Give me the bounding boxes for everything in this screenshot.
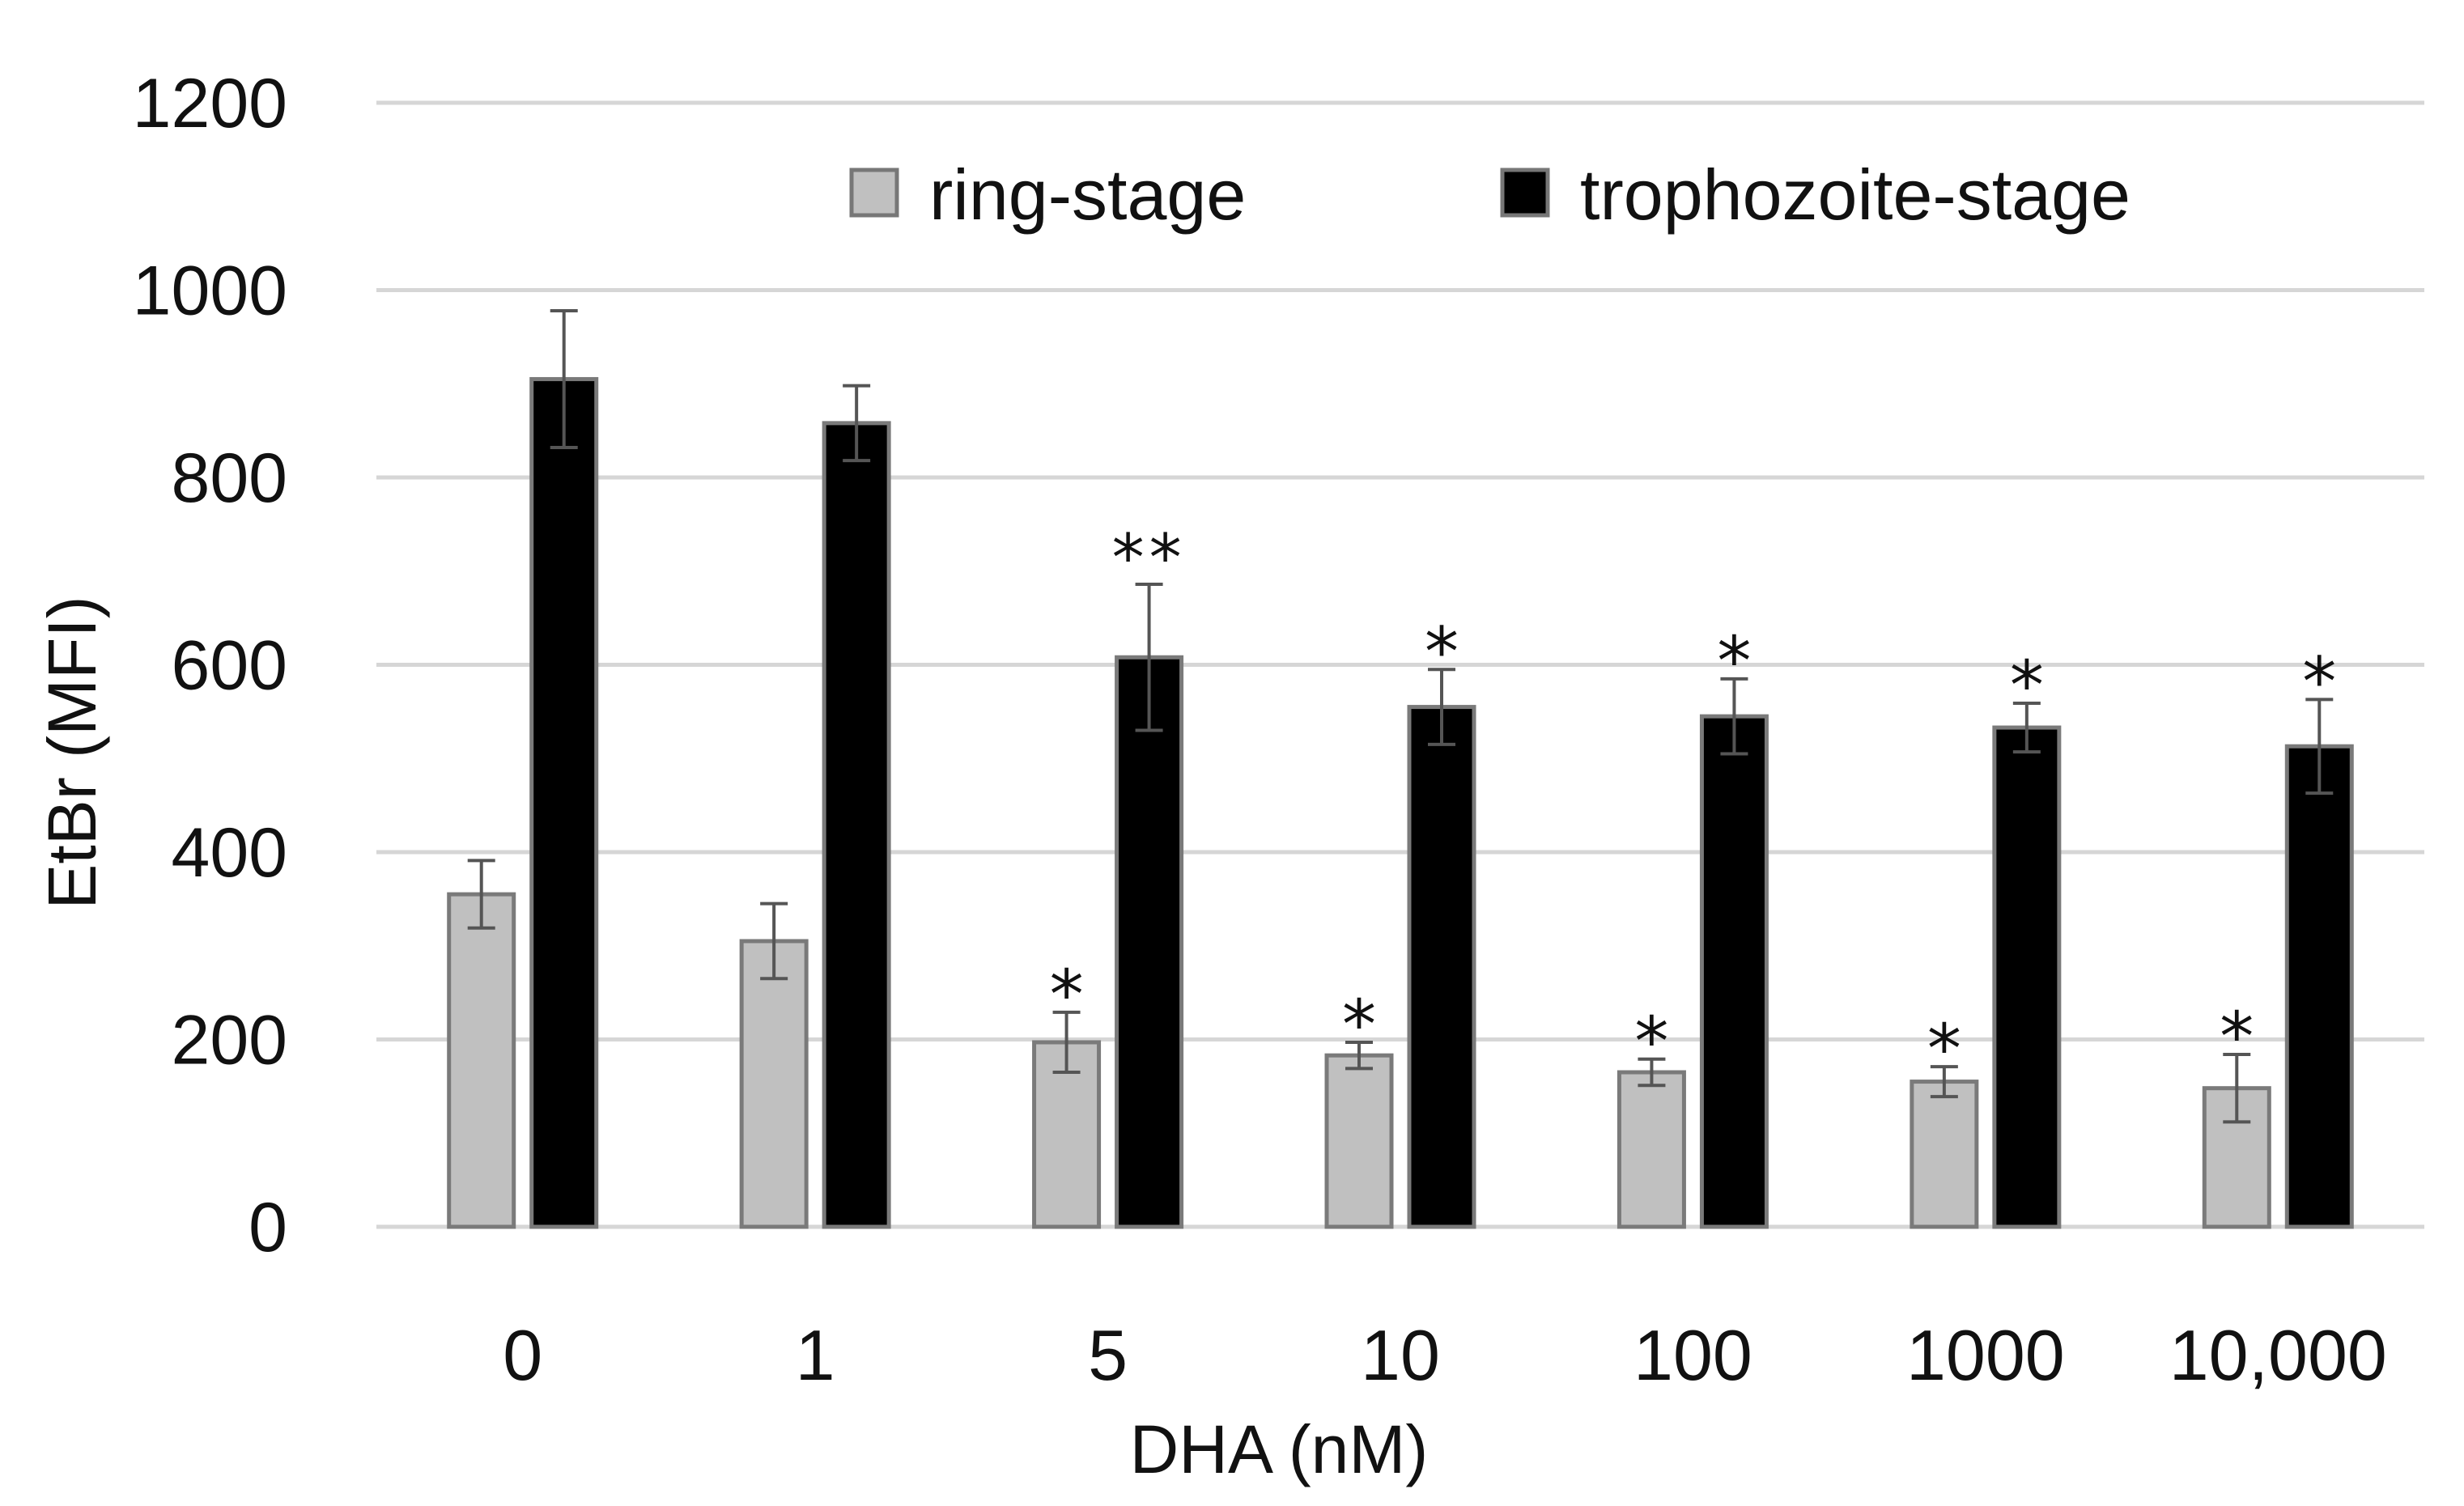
y-tick-label-0: 0 (249, 1189, 287, 1266)
bars (447, 376, 2354, 1229)
x-axis-title: DHA (nM) (1130, 1411, 1429, 1487)
error-bar-ring-1 (760, 901, 788, 981)
error-bar-trophozoite-3 (1428, 668, 1455, 746)
error-bar-trophozoite-2 (1135, 582, 1163, 732)
error-bar-ring-6 (2223, 1053, 2251, 1124)
legend-swatch-trophozoite-stage (1500, 168, 1550, 218)
bar-trophozoite-3 (1407, 705, 1476, 1229)
y-tick-label-200: 200 (172, 1002, 288, 1080)
y-tick-label-600: 600 (172, 627, 288, 705)
significance-trophozoite-2: ** (1112, 520, 1187, 596)
x-tick-label-0: 0 (503, 1315, 542, 1395)
x-tick-label-2: 5 (1088, 1315, 1128, 1395)
x-tick-label-4: 100 (1633, 1315, 1752, 1395)
y-tick-label-800: 800 (172, 439, 288, 517)
y-tick-label-1000: 1000 (133, 252, 287, 330)
significance-ring-6: * (2220, 997, 2254, 1076)
significance-ring-3: * (1342, 985, 1376, 1064)
bar-trophozoite-0 (529, 376, 599, 1229)
bar-ring-0 (447, 892, 516, 1229)
gridlines (376, 100, 2424, 1229)
y-tick-labels: 0 200 400 600 800 1000 1200 (133, 65, 287, 1266)
significance-trophozoite-4: * (1717, 621, 1751, 701)
significance-trophozoite-3: * (1425, 612, 1459, 691)
significance-ring-4: * (1634, 1002, 1668, 1081)
error-bar-trophozoite-6 (2305, 698, 2334, 795)
error-bar-ring-0 (467, 859, 495, 930)
significance-markers: *********** (1050, 520, 2337, 1088)
error-bar-trophozoite-5 (2012, 701, 2041, 754)
error-bar-trophozoite-1 (843, 384, 871, 463)
error-bar-trophozoite-4 (1720, 677, 1748, 756)
y-axis-title: EtBr (MFI) (34, 596, 110, 909)
bar-ring-1 (739, 939, 809, 1229)
bar-trophozoite-6 (2284, 744, 2354, 1229)
x-tick-label-1: 1 (796, 1315, 835, 1395)
significance-trophozoite-6: * (2302, 642, 2336, 721)
bar-ring-4 (1616, 1070, 1686, 1229)
significance-ring-5: * (1927, 1009, 1961, 1088)
x-tick-label-3: 10 (1361, 1315, 1440, 1395)
error-bar-ring-5 (1930, 1065, 1958, 1099)
y-tick-label-400: 400 (172, 814, 288, 892)
legend: ring-stage trophozoite-stage (849, 155, 2131, 235)
legend-label-ring-stage: ring-stage (929, 155, 1246, 235)
bar-trophozoite-2 (1115, 655, 1184, 1229)
error-bars (467, 308, 2334, 1124)
legend-label-trophozoite-stage: trophozoite-stage (1580, 155, 2131, 235)
error-bar-ring-2 (1052, 1010, 1081, 1075)
x-tick-label-6: 10,000 (2169, 1315, 2387, 1395)
significance-ring-2: * (1050, 955, 1084, 1034)
legend-swatch-ring-stage (849, 168, 899, 218)
bar-trophozoite-5 (1992, 725, 2062, 1229)
error-bar-trophozoite-0 (550, 308, 578, 449)
bar-ring-5 (1910, 1080, 1979, 1229)
bar-trophozoite-4 (1699, 714, 1769, 1229)
error-bar-ring-4 (1638, 1057, 1666, 1088)
significance-trophozoite-5: * (2010, 646, 2044, 725)
bar-trophozoite-1 (822, 421, 891, 1229)
x-tick-label-5: 1000 (1906, 1315, 2065, 1395)
bar-ring-3 (1324, 1053, 1394, 1229)
error-bar-ring-3 (1345, 1040, 1373, 1071)
y-tick-label-1200: 1200 (133, 65, 287, 142)
x-tick-labels: 0 1 5 10 100 1000 10,000 (503, 1315, 2387, 1395)
